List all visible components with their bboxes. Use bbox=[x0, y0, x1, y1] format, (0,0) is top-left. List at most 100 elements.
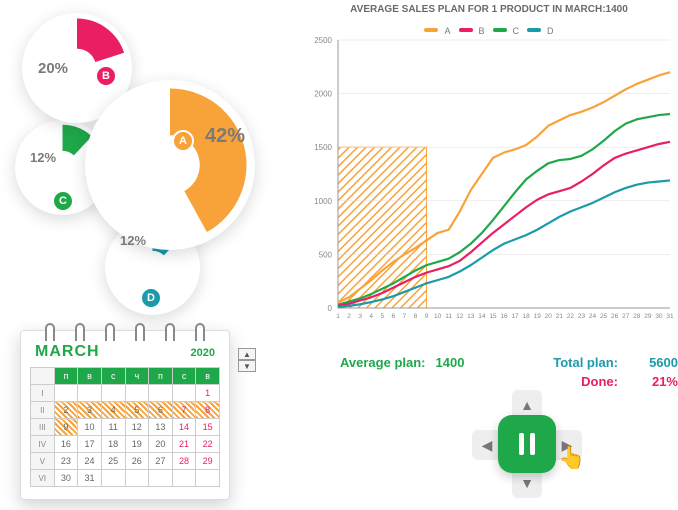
svg-text:31: 31 bbox=[666, 313, 674, 320]
calendar-day[interactable]: 30 bbox=[54, 470, 78, 487]
svg-text:18: 18 bbox=[523, 313, 531, 320]
calendar-day[interactable]: 26 bbox=[125, 453, 149, 470]
svg-text:15: 15 bbox=[489, 313, 497, 320]
play-pause-button[interactable] bbox=[498, 415, 556, 473]
svg-text:28: 28 bbox=[633, 313, 641, 320]
stepper-up-button[interactable]: ▲ bbox=[238, 348, 256, 360]
svg-text:2500: 2500 bbox=[314, 36, 332, 45]
calendar-day[interactable]: 14 bbox=[172, 419, 196, 436]
svg-text:1500: 1500 bbox=[314, 143, 332, 152]
calendar-day[interactable] bbox=[172, 385, 196, 402]
calendar-day[interactable]: 16 bbox=[54, 436, 78, 453]
done-value: 21% bbox=[628, 374, 678, 389]
avg-plan-value: 1400 bbox=[436, 355, 496, 370]
svg-text:1000: 1000 bbox=[314, 197, 332, 206]
avg-plan-label: Average plan: bbox=[340, 355, 426, 370]
svg-text:21: 21 bbox=[556, 313, 564, 320]
chevron-left-icon: ◀ bbox=[482, 437, 493, 454]
calendar-day[interactable]: 28 bbox=[172, 453, 196, 470]
calendar-day[interactable] bbox=[172, 470, 196, 487]
calendar-widget: MARCH 2020 пвсчпсвI1II2345678III91011121… bbox=[20, 330, 230, 500]
calendar-day[interactable]: 8 bbox=[196, 402, 220, 419]
svg-text:11: 11 bbox=[445, 313, 452, 320]
calendar-day[interactable]: 9 bbox=[54, 419, 78, 436]
calendar-day[interactable]: 5 bbox=[125, 402, 149, 419]
pie-badge-d: D bbox=[140, 287, 162, 309]
chevron-down-icon: ▼ bbox=[520, 475, 534, 491]
svg-text:20: 20 bbox=[545, 313, 553, 320]
chart-title: AVERAGE SALES PLAN FOR 1 PRODUCT IN MARC… bbox=[300, 0, 678, 15]
pie-label-a: 42% bbox=[205, 125, 245, 148]
calendar-day[interactable] bbox=[196, 470, 220, 487]
calendar-day[interactable] bbox=[54, 385, 78, 402]
calendar-day[interactable]: 3 bbox=[78, 402, 102, 419]
calendar-day[interactable]: 18 bbox=[101, 436, 125, 453]
pie-badge-c: C bbox=[52, 190, 74, 212]
svg-text:30: 30 bbox=[655, 313, 663, 320]
calendar-day[interactable] bbox=[125, 470, 149, 487]
calendar-day[interactable]: 10 bbox=[78, 419, 102, 436]
calendar-day[interactable]: 7 bbox=[172, 402, 196, 419]
svg-text:14: 14 bbox=[478, 313, 486, 320]
legend-chip-c bbox=[493, 28, 507, 32]
svg-text:16: 16 bbox=[500, 313, 508, 320]
svg-text:5: 5 bbox=[380, 313, 384, 320]
svg-text:23: 23 bbox=[578, 313, 586, 320]
legend-chip-a bbox=[424, 28, 438, 32]
calendar-day[interactable]: 20 bbox=[149, 436, 173, 453]
pie-cluster: 42%A20%B12%C12%D bbox=[10, 5, 290, 315]
calendar-day[interactable]: 23 bbox=[54, 453, 78, 470]
svg-text:4: 4 bbox=[369, 313, 373, 320]
svg-text:13: 13 bbox=[467, 313, 475, 320]
svg-text:27: 27 bbox=[622, 313, 630, 320]
calendar-day[interactable] bbox=[125, 385, 149, 402]
calendar-day[interactable]: 15 bbox=[196, 419, 220, 436]
svg-text:22: 22 bbox=[567, 313, 575, 320]
calendar-spiral-icon bbox=[21, 323, 229, 341]
calendar-day[interactable]: 2 bbox=[54, 402, 78, 419]
calendar-day[interactable] bbox=[101, 470, 125, 487]
calendar-year: 2020 bbox=[191, 347, 215, 359]
svg-text:1: 1 bbox=[336, 313, 340, 320]
calendar-day[interactable]: 27 bbox=[149, 453, 173, 470]
svg-text:6: 6 bbox=[392, 313, 396, 320]
calendar-day[interactable]: 1 bbox=[196, 385, 220, 402]
pie-label-b: 20% bbox=[38, 60, 68, 77]
svg-text:24: 24 bbox=[589, 313, 597, 320]
calendar-day[interactable]: 31 bbox=[78, 470, 102, 487]
calendar-day[interactable] bbox=[78, 385, 102, 402]
svg-text:25: 25 bbox=[600, 313, 608, 320]
calendar-day[interactable]: 29 bbox=[196, 453, 220, 470]
svg-text:17: 17 bbox=[511, 313, 519, 320]
pause-icon bbox=[519, 433, 535, 455]
calendar-day[interactable] bbox=[101, 385, 125, 402]
calendar-day[interactable] bbox=[149, 470, 173, 487]
calendar-day[interactable]: 17 bbox=[78, 436, 102, 453]
svg-text:10: 10 bbox=[434, 313, 442, 320]
summary-panel: Average plan: 1400 Total plan: 5600 Done… bbox=[340, 355, 678, 389]
svg-text:12: 12 bbox=[456, 313, 464, 320]
calendar-day[interactable]: 21 bbox=[172, 436, 196, 453]
svg-text:8: 8 bbox=[414, 313, 418, 320]
calendar-day[interactable]: 12 bbox=[125, 419, 149, 436]
calendar-day[interactable]: 11 bbox=[101, 419, 125, 436]
svg-text:19: 19 bbox=[534, 313, 542, 320]
calendar-day[interactable]: 6 bbox=[149, 402, 173, 419]
calendar-day[interactable] bbox=[149, 385, 173, 402]
svg-text:2000: 2000 bbox=[314, 90, 332, 99]
calendar-grid: пвсчпсвI1II2345678III9101112131415IV1617… bbox=[30, 367, 220, 487]
calendar-day[interactable]: 25 bbox=[101, 453, 125, 470]
stepper-down-button[interactable]: ▼ bbox=[238, 360, 256, 372]
calendar-day[interactable]: 19 bbox=[125, 436, 149, 453]
control-right-button[interactable]: ▶ bbox=[552, 430, 582, 460]
svg-text:29: 29 bbox=[644, 313, 652, 320]
done-label: Done: bbox=[581, 374, 618, 389]
pie-label-d: 12% bbox=[120, 233, 146, 248]
playback-controls: ▲ ▼ ◀ ▶ 👆 bbox=[440, 390, 620, 500]
line-chart-area: AVERAGE SALES PLAN FOR 1 PRODUCT IN MARC… bbox=[300, 0, 678, 350]
calendar-day[interactable]: 13 bbox=[149, 419, 173, 436]
calendar-day[interactable]: 24 bbox=[78, 453, 102, 470]
calendar-day[interactable]: 22 bbox=[196, 436, 220, 453]
calendar-day[interactable]: 4 bbox=[101, 402, 125, 419]
total-plan-value: 5600 bbox=[628, 355, 678, 370]
